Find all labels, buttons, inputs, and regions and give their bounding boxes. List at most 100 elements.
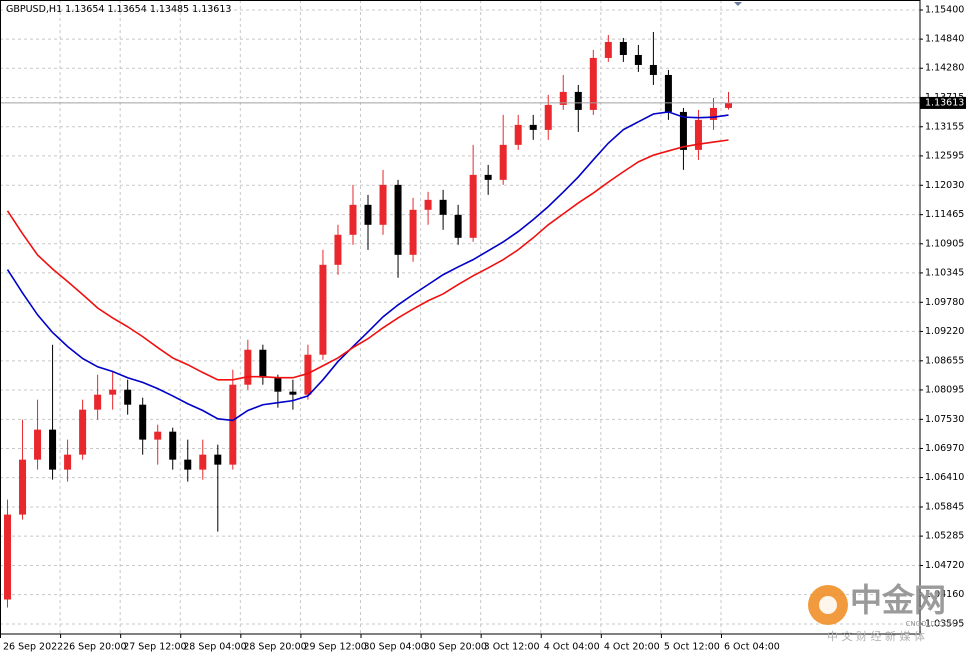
bar-close: 1.13613 xyxy=(192,4,231,15)
x-tick-label: 4 Oct 04:00 xyxy=(544,642,600,653)
candle-body xyxy=(199,454,207,470)
y-tick-label: 1.13155 xyxy=(925,121,964,132)
candle-body xyxy=(379,184,387,225)
watermark-tagline: 中 文 财 经 新 媒 体 xyxy=(827,629,925,643)
candle-body xyxy=(499,144,507,180)
candle-body xyxy=(229,384,237,465)
watermark-brand: 中金网 xyxy=(850,581,946,619)
x-tick-label: 29 Sep 12:00 xyxy=(303,642,366,653)
x-tick-label: 26 Sep 20:00 xyxy=(63,642,126,653)
candle-body xyxy=(139,404,147,440)
candle-body xyxy=(424,199,432,210)
candle-body xyxy=(634,54,642,65)
candle-body xyxy=(214,454,222,465)
candle-body xyxy=(274,377,282,392)
y-tick-label: 1.04160 xyxy=(925,589,964,600)
candle-body xyxy=(544,104,552,130)
y-tick-label: 1.10905 xyxy=(925,238,964,249)
candle-body xyxy=(514,124,522,145)
y-tick-label: 1.07530 xyxy=(925,414,964,425)
candle-body xyxy=(304,354,312,395)
symbol: GBPUSD,H1 xyxy=(6,4,62,15)
y-tick-label: 1.08095 xyxy=(925,384,964,395)
candle-body xyxy=(664,74,672,112)
y-tick-label: 1.14280 xyxy=(925,63,964,74)
candle-body xyxy=(334,234,342,265)
candle-body xyxy=(349,204,357,235)
candle-body xyxy=(649,64,657,75)
candle-body xyxy=(469,174,477,238)
y-tick-label: 1.09220 xyxy=(925,326,964,337)
candle-body xyxy=(124,389,132,405)
x-tick-label: 30 Sep 20:00 xyxy=(424,642,487,653)
price-label-box xyxy=(920,96,966,109)
candle-body xyxy=(589,57,597,110)
x-tick-label: 4 Oct 20:00 xyxy=(604,642,660,653)
candle-body xyxy=(289,391,297,395)
x-tick-label: 30 Sep 04:00 xyxy=(363,642,426,653)
candle-body xyxy=(394,184,402,255)
price-label: 1.13613 xyxy=(925,97,964,108)
candle-body xyxy=(259,349,267,378)
candle-body xyxy=(49,429,57,470)
x-tick-label: 3 Oct 12:00 xyxy=(484,642,540,653)
candle-body xyxy=(364,204,372,225)
bar-low: 1.13485 xyxy=(150,4,189,15)
ma-line xyxy=(6,139,729,381)
watermark-domain: CNGOLD.COM xyxy=(905,620,954,628)
candle-body xyxy=(694,119,702,150)
y-tick-label: 1.11465 xyxy=(925,209,964,220)
candle-body xyxy=(604,41,612,58)
bar-high: 1.13654 xyxy=(107,4,146,15)
candle-body xyxy=(574,91,582,110)
candle-body xyxy=(109,389,117,395)
x-tick-label: 28 Sep 04:00 xyxy=(183,642,246,653)
x-tick-label: 27 Sep 12:00 xyxy=(123,642,186,653)
x-tick-label: 26 Sep 2022 xyxy=(3,642,63,653)
candle-body xyxy=(409,209,417,255)
candle-body xyxy=(439,199,447,215)
shift-marker xyxy=(734,2,742,6)
candle-body xyxy=(454,214,462,238)
candle-body xyxy=(559,91,567,105)
y-tick-label: 1.05845 xyxy=(925,501,964,512)
y-tick-label: 1.08655 xyxy=(925,355,964,366)
candle-body xyxy=(154,431,162,440)
chart-header: GBPUSD,H1 1.13654 1.13654 1.13485 1.1361… xyxy=(6,4,231,15)
watermark: 中金网 CNGOLD.COM 中 文 财 经 新 媒 体 xyxy=(808,581,955,643)
candle-body xyxy=(19,459,27,515)
candle-body xyxy=(244,349,252,385)
y-tick-label: 1.12595 xyxy=(925,150,964,161)
candle-body xyxy=(529,124,537,130)
x-tick-label: 28 Sep 20:00 xyxy=(243,642,306,653)
candle-body xyxy=(724,102,732,108)
watermark-logo-inner xyxy=(819,596,837,614)
y-tick-label: 1.12030 xyxy=(925,180,964,191)
candle-body xyxy=(64,454,72,470)
y-tick-label: 1.04720 xyxy=(925,560,964,571)
y-tick-label: 1.06410 xyxy=(925,472,964,483)
candle-body xyxy=(169,431,177,460)
bar-open: 1.13654 xyxy=(65,4,104,15)
plot xyxy=(0,31,920,608)
x-tick-label: 5 Oct 12:00 xyxy=(664,642,720,653)
y-tick-label: 1.03595 xyxy=(925,619,964,630)
y-tick-label: 1.06970 xyxy=(925,443,964,454)
candle-body xyxy=(709,107,717,120)
grid xyxy=(0,0,920,634)
y-tick-label: 1.15400 xyxy=(925,4,964,15)
y-tick-label: 1.05285 xyxy=(925,531,964,542)
y-tick-label: 1.09780 xyxy=(925,297,964,308)
candle-body xyxy=(484,174,492,180)
y-tick-label: 1.10345 xyxy=(925,267,964,278)
candle-body xyxy=(94,394,102,410)
candle-body xyxy=(4,514,12,600)
candle-body xyxy=(319,264,327,355)
candle-body xyxy=(79,409,87,455)
ma-line xyxy=(6,111,729,422)
plot-frame xyxy=(0,0,921,635)
candle-body xyxy=(34,429,42,460)
y-tick-label: 1.14840 xyxy=(925,34,964,45)
